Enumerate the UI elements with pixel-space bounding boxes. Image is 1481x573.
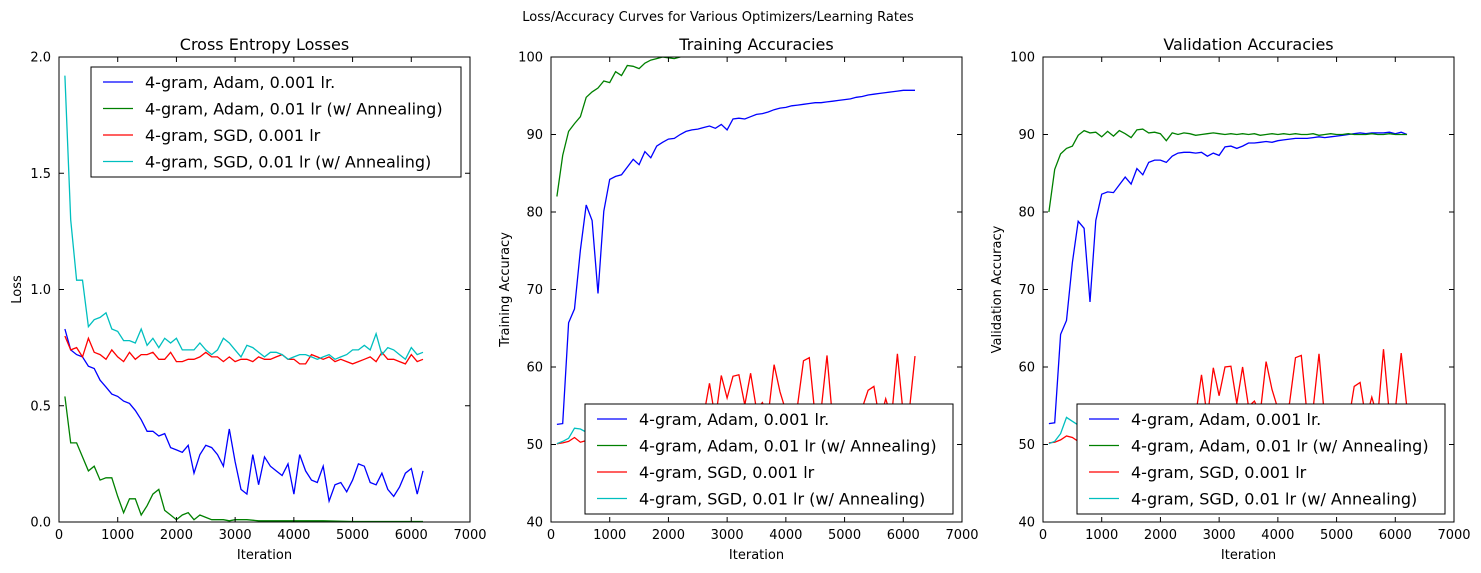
x-tick-label: 4000 xyxy=(1261,528,1294,543)
legend-label: 4-gram, Adam, 0.001 lr. xyxy=(639,410,829,429)
panel-2: 0 1000 2000 3000 4000 5000 6000 7000 40 50 60 70 80 9… xyxy=(990,35,1471,563)
x-tick-label: 5000 xyxy=(1320,528,1353,543)
y-tick-label: 40 xyxy=(526,516,543,531)
y-tick-label: 0.5 xyxy=(30,399,51,414)
series-group xyxy=(64,75,424,522)
x-tick-label: 1000 xyxy=(1085,528,1118,543)
x-tick-label: 2000 xyxy=(160,528,193,543)
y-tick-label: 50 xyxy=(1018,438,1035,453)
panel-0: 0 1000 2000 3000 4000 5000 6000 7000 0.0 0.5 1.0 1.… xyxy=(10,35,487,563)
x-axis-label: Iteration xyxy=(1221,548,1276,563)
legend-label: 4-gram, Adam, 0.001 lr. xyxy=(1131,410,1321,429)
y-tick-label: 40 xyxy=(1018,516,1035,531)
series-line-0 xyxy=(64,328,424,504)
x-axis-label: Iteration xyxy=(237,548,292,563)
y-tick-label: 100 xyxy=(518,51,543,66)
legend: 4-gram, Adam, 0.001 lr. 4-gram, Adam, 0.0… xyxy=(1076,403,1446,515)
y-tick-label: 60 xyxy=(1018,361,1035,376)
y-axis-label: Validation Accuracy xyxy=(990,225,1005,353)
legend-label: 4-gram, SGD, 0.001 lr xyxy=(145,126,321,145)
panel-title: Training Accuracies xyxy=(678,35,833,54)
y-tick-label: 1.0 xyxy=(30,283,51,298)
legend-label: 4-gram, SGD, 0.001 lr xyxy=(639,463,815,482)
series-line-1 xyxy=(1048,128,1407,213)
x-axis-label: Iteration xyxy=(729,548,784,563)
y-tick-label: 70 xyxy=(526,283,543,298)
y-axis-label: Training Accuracy xyxy=(498,232,513,348)
y-tick-label: 70 xyxy=(1018,283,1035,298)
x-tick-label: 7000 xyxy=(1437,528,1470,543)
x-tick-label: 4000 xyxy=(769,528,802,543)
x-tick-label: 7000 xyxy=(453,528,486,543)
y-tick-label: 50 xyxy=(526,438,543,453)
series-line-2 xyxy=(64,335,424,365)
y-tick-label: 100 xyxy=(1010,51,1035,66)
y-tick-label: 90 xyxy=(526,128,543,143)
y-tick-label: 80 xyxy=(1018,206,1035,221)
legend: 4-gram, Adam, 0.001 lr. 4-gram, Adam, 0.0… xyxy=(584,403,954,515)
x-tick-label: 3000 xyxy=(711,528,744,543)
legend-label: 4-gram, SGD, 0.001 lr xyxy=(1131,463,1307,482)
legend-label: 4-gram, SGD, 0.01 lr (w/ Annealing) xyxy=(639,490,925,509)
legend-label: 4-gram, Adam, 0.01 lr (w/ Annealing) xyxy=(1131,437,1429,456)
x-tick-label: 0 xyxy=(55,528,63,543)
x-tick-label: 6000 xyxy=(395,528,428,543)
legend-box xyxy=(1076,403,1446,515)
x-tick-label: 5000 xyxy=(336,528,369,543)
legend-label: 4-gram, SGD, 0.01 lr (w/ Annealing) xyxy=(1131,490,1417,509)
series-line-0 xyxy=(1048,131,1408,425)
legend-label: 4-gram, Adam, 0.01 lr (w/ Annealing) xyxy=(639,437,937,456)
y-tick-label: 2.0 xyxy=(30,51,51,66)
x-tick-label: 0 xyxy=(1039,528,1047,543)
legend-label: 4-gram, SGD, 0.01 lr (w/ Annealing) xyxy=(145,153,431,172)
figure-title: Loss/Accuracy Curves for Various Optimiz… xyxy=(522,10,914,25)
panel-1: 0 1000 2000 3000 4000 5000 6000 7000 40 50 60 70 80 9… xyxy=(498,35,979,563)
y-axis-label: Loss xyxy=(10,275,25,304)
x-tick-label: 1000 xyxy=(101,528,134,543)
y-tick-label: 0.0 xyxy=(30,516,51,531)
series-line-3 xyxy=(64,75,424,361)
legend: 4-gram, Adam, 0.001 lr. 4-gram, Adam, 0.0… xyxy=(90,66,462,178)
legend-label: 4-gram, Adam, 0.01 lr (w/ Annealing) xyxy=(145,100,443,119)
series-line-0 xyxy=(556,89,915,426)
x-tick-label: 6000 xyxy=(1379,528,1412,543)
x-tick-label: 2000 xyxy=(1144,528,1177,543)
x-tick-label: 3000 xyxy=(1203,528,1236,543)
x-tick-label: 3000 xyxy=(219,528,252,543)
y-tick-label: 90 xyxy=(1018,128,1035,143)
y-tick-label: 60 xyxy=(526,361,543,376)
y-tick-label: 1.5 xyxy=(30,167,51,182)
x-tick-label: 7000 xyxy=(945,528,978,543)
legend-box xyxy=(90,66,462,178)
legend-box xyxy=(584,403,954,515)
x-tick-label: 4000 xyxy=(277,528,310,543)
x-tick-label: 2000 xyxy=(652,528,685,543)
x-tick-label: 1000 xyxy=(593,528,626,543)
x-tick-label: 6000 xyxy=(887,528,920,543)
panel-title: Cross Entropy Losses xyxy=(180,35,349,54)
x-tick-label: 0 xyxy=(547,528,555,543)
panels: 0 1000 2000 3000 4000 5000 6000 70000.00.51.01.… xyxy=(10,35,1471,563)
legend-label: 4-gram, Adam, 0.001 lr. xyxy=(145,73,335,92)
panel-title: Validation Accuracies xyxy=(1163,35,1333,54)
x-tick-label: 5000 xyxy=(828,528,861,543)
y-tick-label: 80 xyxy=(526,206,543,221)
series-line-1 xyxy=(556,57,683,197)
series-line-1 xyxy=(64,396,423,522)
